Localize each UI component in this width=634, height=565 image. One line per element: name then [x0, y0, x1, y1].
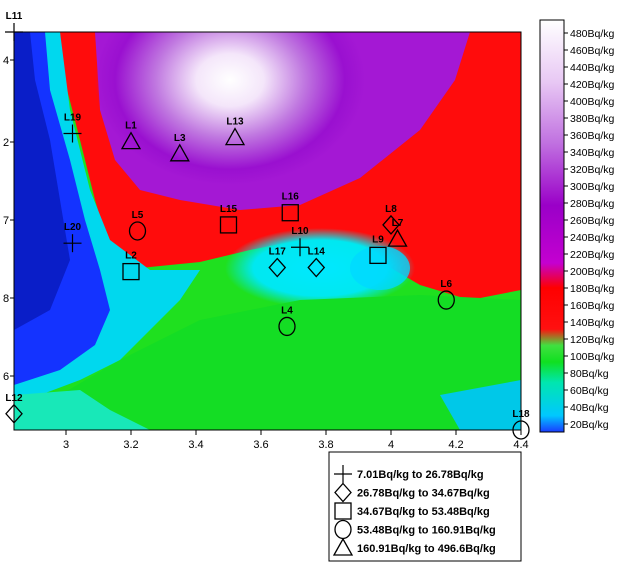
colorbar-scale — [539, 19, 565, 433]
sample-label: L19 — [64, 113, 82, 124]
y-tick-label: 6 — [3, 371, 9, 383]
legend-item-label: 7.01Bq/kg to 26.78Bq/kg — [357, 469, 484, 481]
x-tick-label: 3.2 — [123, 439, 138, 451]
sample-marker — [120, 131, 142, 150]
sample-marker — [268, 257, 287, 278]
sample-marker — [5, 403, 23, 424]
colorbar-label: 120Bq/kg — [570, 334, 615, 346]
sample-marker — [224, 127, 246, 146]
sample-label: L15 — [220, 204, 238, 215]
legend-box — [328, 451, 522, 562]
colorbar-label: 140Bq/kg — [570, 317, 615, 329]
legend-item-label: 160.91Bq/kg to 496.6Bq/kg — [357, 543, 496, 555]
sample-marker — [128, 221, 147, 241]
sample-label: L7 — [392, 218, 404, 229]
colorbar-label: 280Bq/kg — [570, 198, 615, 210]
legend-item-label: 34.67Bq/kg to 53.48Bq/kg — [357, 506, 490, 518]
y-tick-label: 4 — [3, 55, 9, 67]
triangle-icon — [332, 537, 354, 556]
colorbar-label: 460Bq/kg — [570, 45, 615, 57]
legend: 7.01Bq/kg to 26.78Bq/kg 26.78Bq/kg to 34.… — [328, 451, 522, 562]
sample-label: L9 — [372, 234, 384, 245]
sample-marker — [122, 262, 140, 281]
legend-item-label: 26.78Bq/kg to 34.67Bq/kg — [357, 488, 490, 500]
sample-marker — [307, 257, 326, 278]
colorbar-label: 240Bq/kg — [570, 232, 615, 244]
sample-marker — [387, 228, 408, 247]
x-tick-label: 3.6 — [253, 439, 268, 451]
y-tick-label: 2 — [3, 137, 9, 149]
sample-label: L6 — [440, 279, 452, 290]
sample-marker — [291, 238, 309, 257]
sample-markers: L11 L19 L1 L3 L13 L5 L15 L16 L8 L7 L20 L2 L17 L10 L14 L… — [5, 11, 530, 440]
colorbar: 480Bq/kg 460Bq/kg 440Bq/kg 420Bq/kg 400Bq/kg… — [539, 19, 615, 433]
plot-frame — [13, 31, 522, 431]
sample-label: L5 — [132, 210, 144, 221]
colorbar-label: 420Bq/kg — [570, 79, 615, 91]
colorbar-label: 440Bq/kg — [570, 62, 615, 74]
sample-marker — [382, 214, 400, 235]
colorbar-label: 80Bq/kg — [570, 368, 609, 380]
sample-label: L4 — [281, 305, 293, 316]
colorbar-label: 160Bq/kg — [570, 300, 615, 312]
colorbar-label: 320Bq/kg — [570, 164, 615, 176]
sample-marker — [369, 246, 387, 265]
sample-label: L1 — [125, 121, 137, 132]
colorbar-label: 60Bq/kg — [570, 385, 609, 397]
diamond-icon — [334, 482, 352, 503]
colorbar-label: 180Bq/kg — [570, 283, 615, 295]
sample-marker — [63, 124, 82, 143]
sample-marker — [278, 316, 296, 337]
legend-items: 7.01Bq/kg to 26.78Bq/kg 26.78Bq/kg to 34.… — [332, 465, 496, 556]
colorbar-label: 260Bq/kg — [570, 215, 615, 227]
sample-label: L12 — [5, 393, 23, 404]
sample-label: L11 — [6, 11, 23, 22]
sample-label: L13 — [226, 117, 244, 128]
sample-label: L8 — [385, 204, 397, 215]
colorbar-label: 100Bq/kg — [570, 351, 615, 363]
colorbar-label: 400Bq/kg — [570, 96, 615, 108]
x-tick-label: 4.2 — [448, 439, 463, 451]
x-tick-label: 3 — [63, 439, 69, 451]
y-tick-label: 8 — [3, 293, 9, 305]
sample-marker — [281, 204, 299, 222]
x-axis: 3 3.2 3.4 3.6 3.8 4 4.2 4.4 — [63, 430, 529, 451]
sample-label: L18 — [512, 409, 530, 420]
heatmap-field — [14, 32, 521, 430]
legend-item-label: 53.48Bq/kg to 160.91Bq/kg — [357, 525, 496, 537]
x-tick-label: 4 — [388, 439, 394, 451]
sample-label: L16 — [282, 192, 300, 203]
x-tick-label: 4.4 — [513, 439, 528, 451]
sample-marker — [219, 216, 238, 234]
colorbar-labels: 480Bq/kg 460Bq/kg 440Bq/kg 420Bq/kg 400Bq/kg… — [564, 28, 615, 431]
sample-label: L17 — [269, 247, 287, 258]
y-axis: 4 2 7 8 6 — [3, 55, 14, 383]
sample-label: L3 — [174, 133, 186, 144]
sample-marker — [512, 420, 530, 440]
sample-label: L10 — [291, 226, 309, 237]
sample-label: L2 — [125, 251, 137, 262]
sample-label: L20 — [64, 222, 82, 233]
x-tick-label: 3.4 — [188, 439, 203, 451]
y-tick-label: 7 — [3, 215, 9, 227]
x-tick-label: 3.8 — [318, 439, 333, 451]
colorbar-label: 300Bq/kg — [570, 181, 615, 193]
colorbar-label: 40Bq/kg — [570, 402, 609, 414]
sample-marker — [5, 23, 23, 41]
colorbar-label: 20Bq/kg — [570, 419, 609, 431]
colorbar-label: 220Bq/kg — [570, 249, 615, 261]
colorbar-label: 380Bq/kg — [570, 113, 615, 125]
colorbar-label: 200Bq/kg — [570, 266, 615, 278]
colorbar-label: 360Bq/kg — [570, 130, 615, 142]
colorbar-label: 480Bq/kg — [570, 28, 615, 40]
sample-label: L14 — [308, 247, 326, 258]
sample-marker — [63, 234, 82, 253]
plus-icon — [334, 465, 352, 483]
square-icon — [334, 502, 352, 520]
sample-marker — [437, 290, 455, 310]
colorbar-label: 340Bq/kg — [570, 147, 615, 159]
sample-marker — [169, 143, 190, 162]
